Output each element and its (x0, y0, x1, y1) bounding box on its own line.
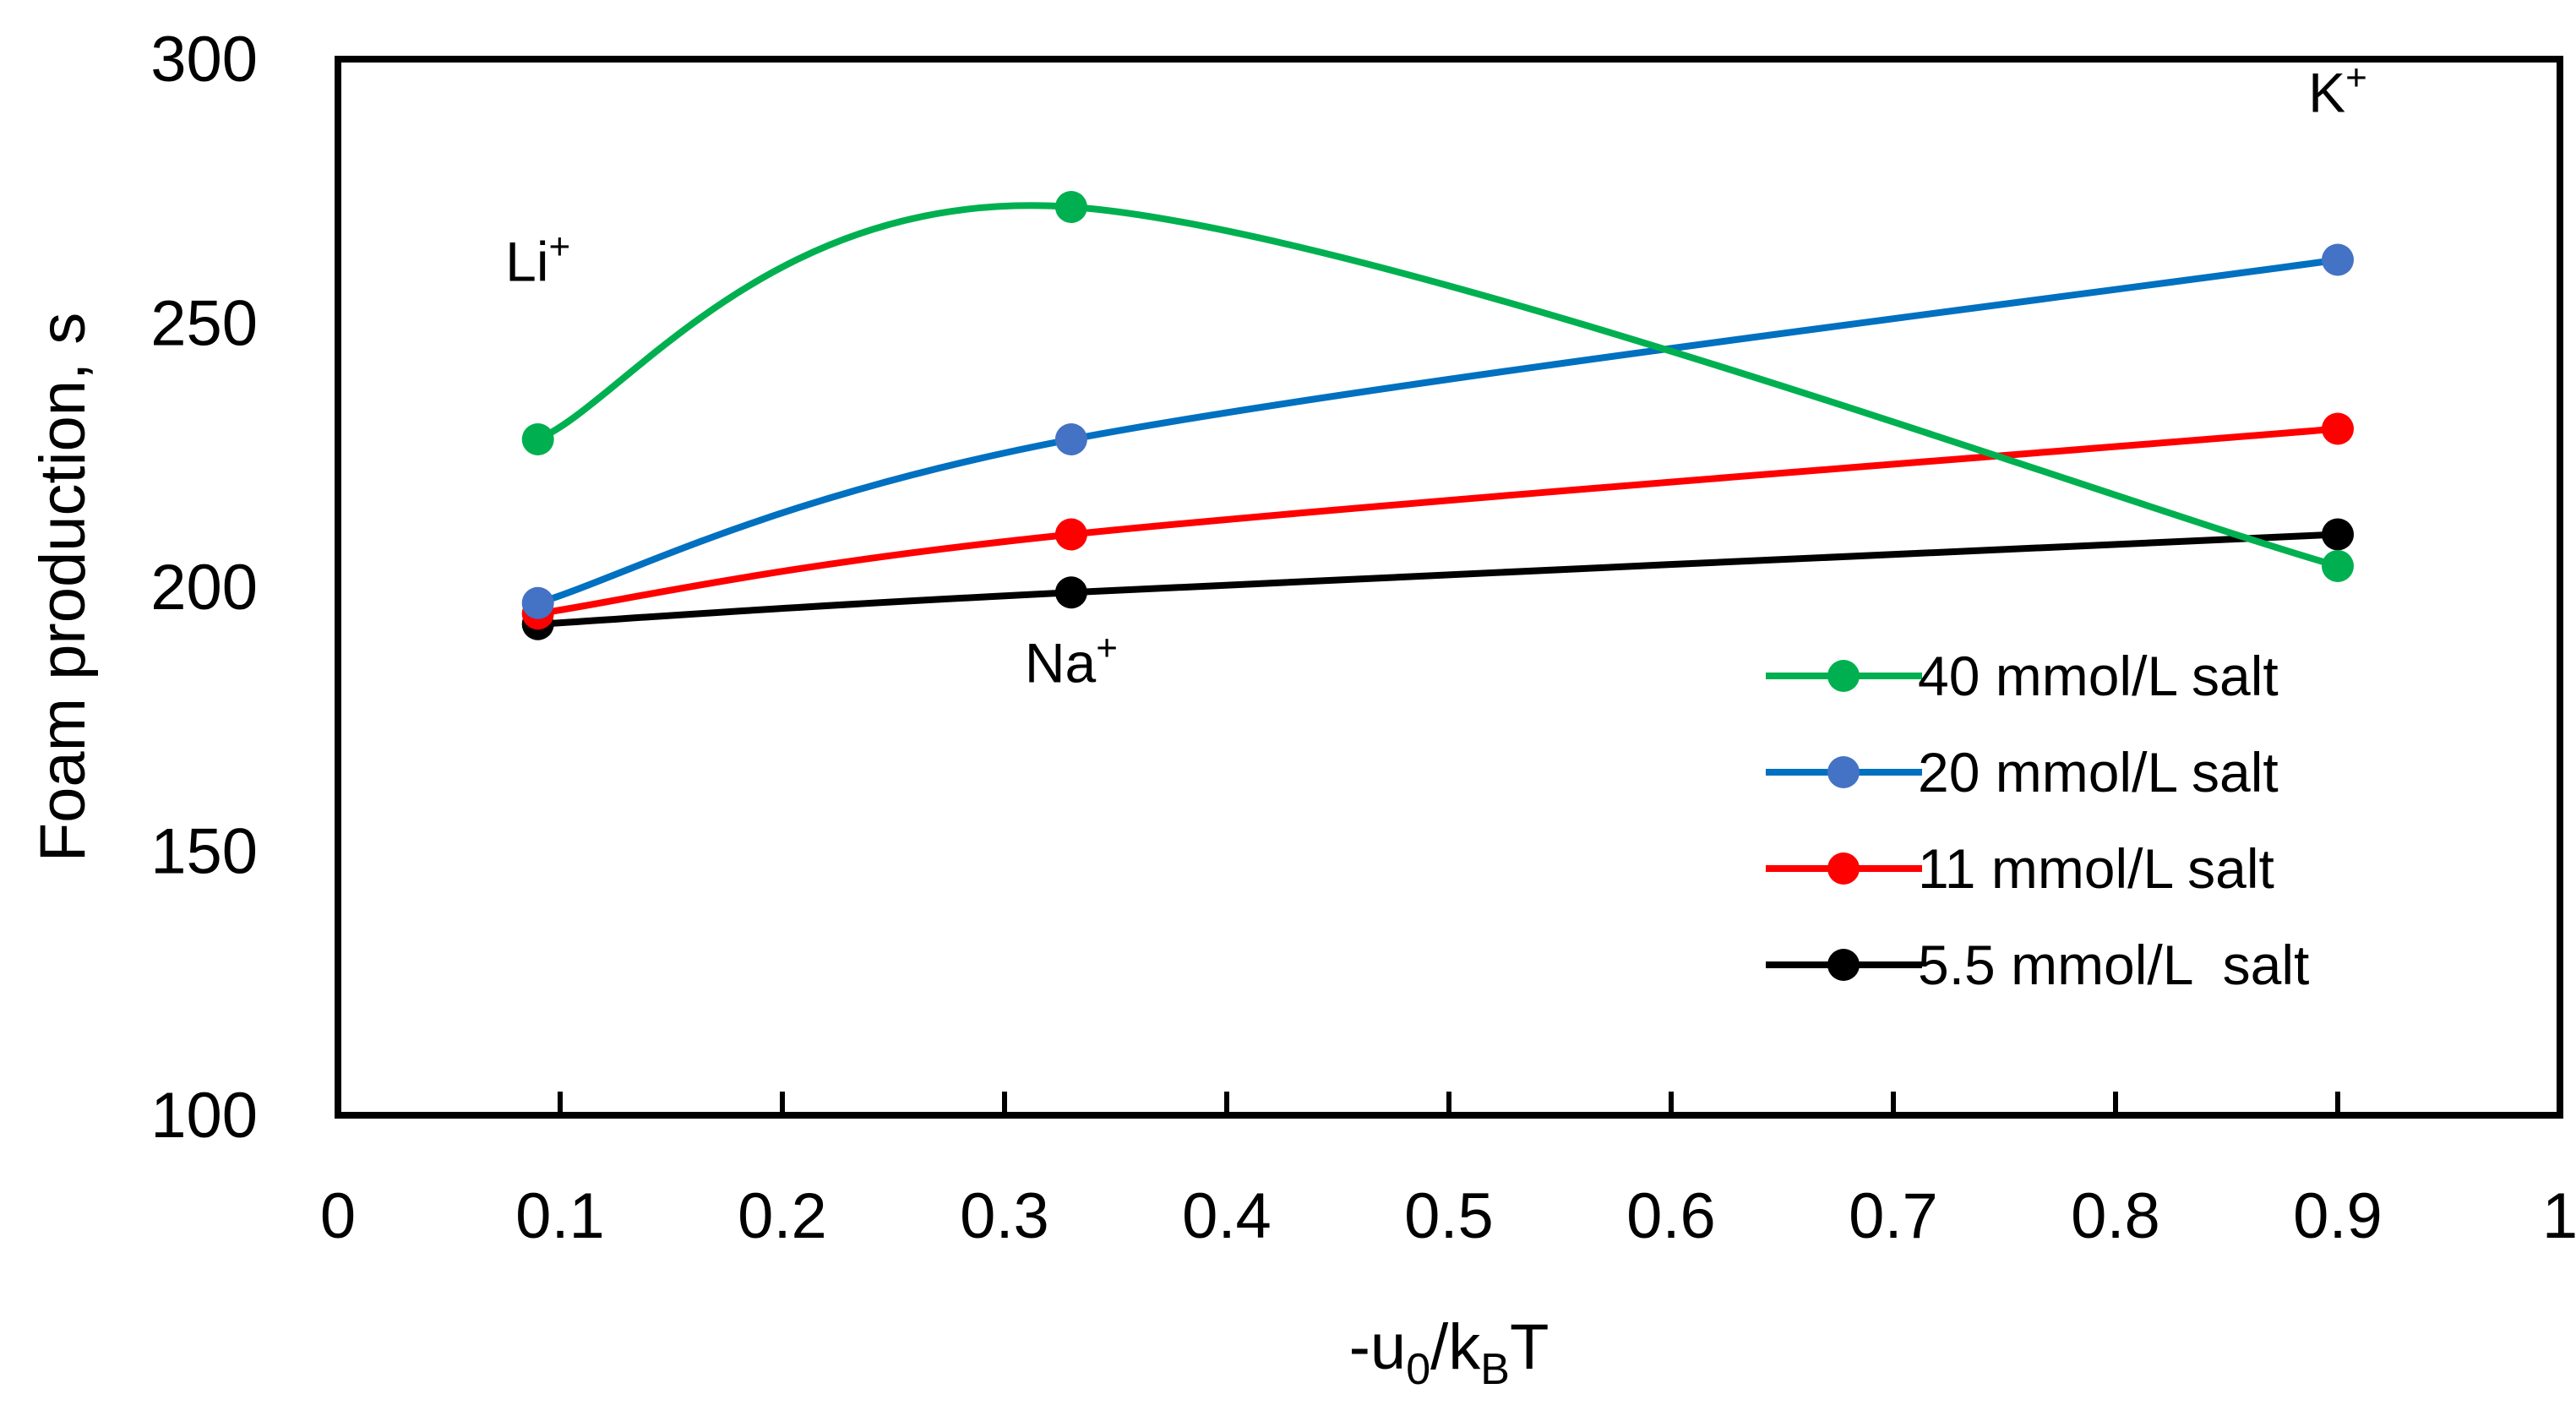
legend: 40 mmol/L salt 20 mmol/L salt 11 mmol/L sa… (1766, 645, 2309, 996)
x-tick-label: 1 (2542, 1180, 2576, 1252)
x-tick-label: 0.7 (1849, 1180, 1938, 1252)
data-point (1054, 423, 1087, 455)
y-axis-title: Foam production, s (27, 313, 99, 863)
legend-label: 5.5 mmol/L salt (1918, 934, 2309, 996)
plot-area (335, 56, 2563, 1119)
data-point (2322, 518, 2354, 551)
data-point (1054, 576, 1087, 609)
tick-labels: 0 0.1 0.2 0.3 0.4 0.5 0.6 0.7 0.8 0.9 1 100 150 200 25… (150, 24, 2576, 1252)
x-tick-label: 0.5 (1404, 1180, 1494, 1252)
ion-label-base: Na (1025, 632, 1097, 694)
legend-swatch-marker (1827, 949, 1860, 981)
x-axis-title: -u0/kBT (1349, 1311, 1549, 1394)
data-point (1054, 191, 1087, 223)
ticks (335, 1092, 2562, 1115)
annotations: Li+Na+K+ (505, 57, 2367, 694)
legend-item: 20 mmol/L salt (1766, 741, 2279, 803)
data-point (1054, 518, 1087, 551)
ion-label: Na+ (1025, 628, 1118, 694)
data-point (521, 586, 554, 619)
y-tick-label: 250 (150, 288, 258, 360)
x-tick-label: 0.8 (2071, 1180, 2160, 1252)
ion-label-charge: + (549, 226, 571, 268)
x-tick-label: 0 (320, 1180, 356, 1252)
series-line (534, 202, 2341, 569)
series-layer (521, 191, 2354, 640)
legend-label: 20 mmol/L salt (1918, 741, 2279, 803)
ion-label-base: K (2308, 62, 2345, 124)
ion-label: Li+ (505, 226, 570, 293)
ion-label-charge: + (2345, 57, 2367, 99)
x-tick-label: 0.9 (2293, 1180, 2383, 1252)
legend-item: 11 mmol/L salt (1766, 837, 2274, 900)
ion-label-charge: + (1096, 628, 1118, 669)
y-tick-label: 100 (150, 1080, 258, 1152)
x-tick-label: 0.1 (515, 1180, 605, 1252)
ion-label-base: Li (505, 231, 548, 293)
series-1 (521, 243, 2354, 619)
data-point (521, 423, 554, 455)
data-point (2322, 412, 2354, 445)
x-tick-label: 0.6 (1626, 1180, 1716, 1252)
data-point (2322, 243, 2354, 276)
data-point (2322, 550, 2354, 582)
series-line (534, 425, 2341, 618)
y-tick-label: 150 (150, 816, 258, 888)
legend-item: 40 mmol/L salt (1766, 645, 2279, 707)
legend-label: 40 mmol/L salt (1918, 645, 2279, 707)
series-line (534, 256, 2341, 607)
x-tick-label: 0.3 (960, 1180, 1049, 1252)
legend-swatch-marker (1827, 852, 1860, 885)
legend-label: 11 mmol/L salt (1918, 837, 2274, 900)
x-tick-label: 0.2 (738, 1180, 827, 1252)
series-0 (521, 191, 2354, 582)
series-line (534, 531, 2341, 628)
legend-item: 5.5 mmol/L salt (1766, 934, 2309, 996)
x-tick-label: 0.4 (1182, 1180, 1272, 1252)
y-tick-label: 300 (150, 24, 258, 95)
y-tick-label: 200 (150, 552, 258, 624)
ion-label: K+ (2308, 57, 2367, 124)
legend-swatch-marker (1827, 660, 1860, 692)
legend-swatch-marker (1827, 756, 1860, 788)
